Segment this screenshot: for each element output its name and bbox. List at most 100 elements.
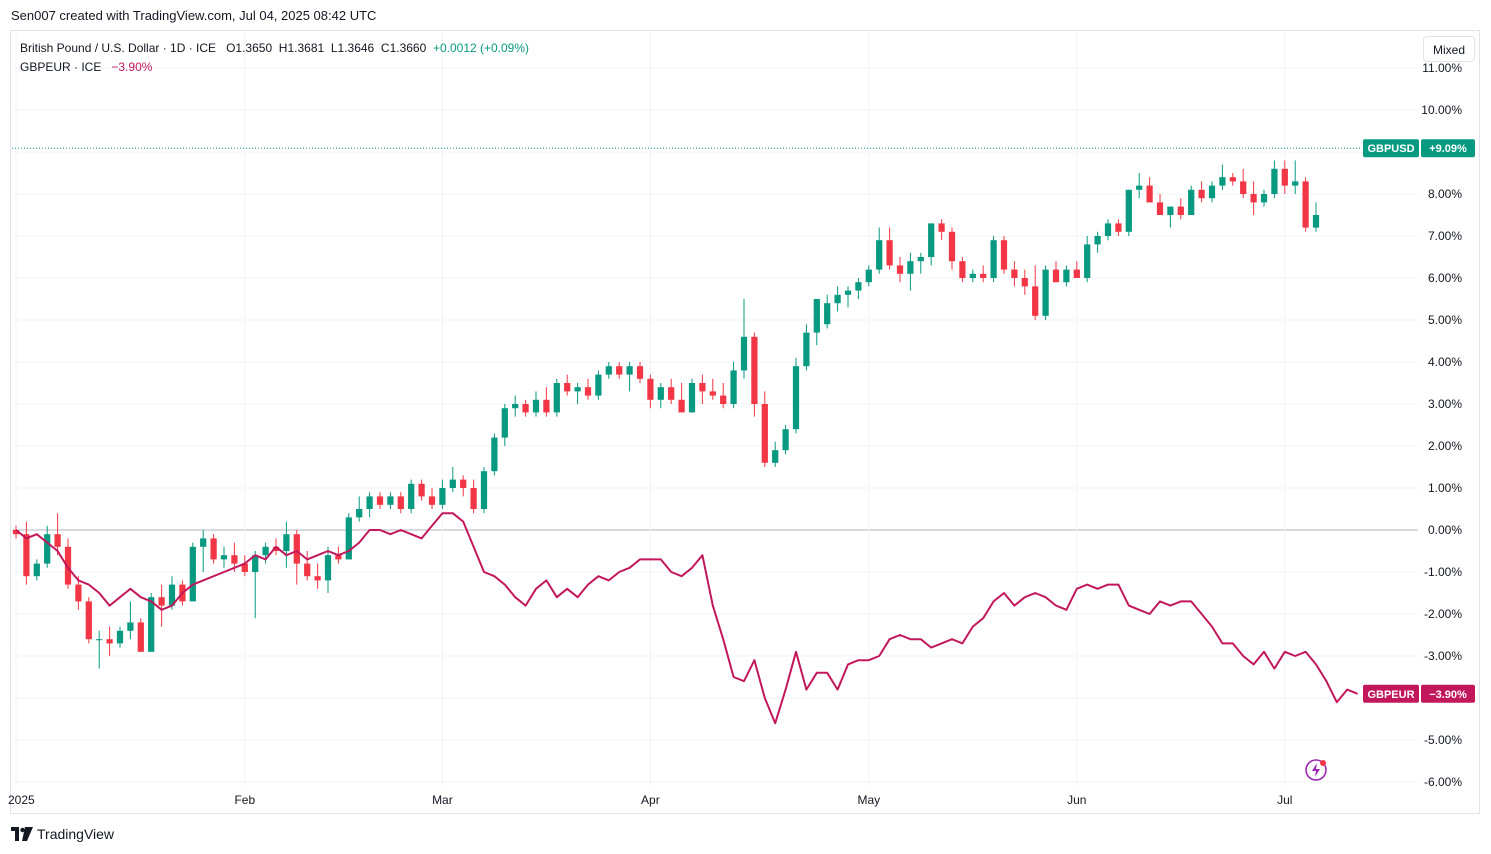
candle-body (948, 231, 956, 262)
candle-body (782, 429, 789, 451)
candle-body (252, 555, 259, 572)
candle-body (293, 534, 300, 564)
candle-body (772, 450, 779, 463)
x-tick-label: 2025 (8, 793, 35, 807)
y-tick-label: 4.00% (1428, 355, 1462, 369)
candle-body (283, 534, 290, 551)
y-tick-label: -6.00% (1424, 775, 1462, 789)
candle-body (1271, 168, 1278, 194)
candle-body (740, 336, 748, 371)
candle-body (647, 378, 654, 400)
candle-body (730, 370, 737, 404)
candle-body (896, 265, 904, 274)
candle-body (959, 261, 966, 278)
candle-body (54, 534, 61, 547)
candle-body (886, 240, 893, 266)
candle-body (917, 257, 924, 262)
candle-body (1000, 240, 1008, 270)
y-tick-label: 5.00% (1428, 313, 1462, 327)
candle-body (657, 387, 664, 400)
candle-body (1094, 236, 1101, 245)
candle-body (668, 387, 675, 400)
candle-body (876, 240, 883, 270)
candle-body (345, 517, 352, 560)
candle-body (688, 383, 696, 413)
candle-body (969, 273, 976, 278)
candle-body (699, 383, 706, 392)
candle-body (408, 483, 415, 509)
candle-body (1167, 206, 1174, 215)
y-tick-label: 1.00% (1428, 481, 1462, 495)
candle-body (439, 488, 446, 505)
candle-body (356, 509, 363, 518)
candle-body (200, 538, 207, 547)
candle-body (189, 546, 196, 602)
candle-body (605, 366, 612, 375)
compare-symbol-title[interactable]: GBPEUR · ICE (20, 60, 102, 74)
candle-body (1208, 185, 1216, 199)
change-value: +0.0012 (+0.09%) (432, 41, 530, 55)
candle-body (709, 391, 716, 396)
y-tick-label: -3.00% (1424, 649, 1462, 663)
candle-body (761, 404, 768, 463)
footer-brand: TradingView (11, 826, 114, 842)
candle-body (803, 332, 810, 367)
candle-body (543, 399, 550, 413)
candle-body (44, 534, 51, 564)
candle-body (532, 399, 540, 413)
candle-body (574, 387, 581, 392)
candle-body (938, 223, 945, 232)
gbpeur-price-tag-value: −3.90% (1429, 689, 1467, 701)
gbpeur-price-tag[interactable]: GBPEUR −3.90% (1363, 684, 1475, 703)
candle-body (1250, 194, 1257, 203)
candle-body (616, 366, 623, 375)
candle-body (304, 563, 311, 577)
candle-body (512, 404, 519, 409)
candle-body (1156, 202, 1164, 215)
gbpusd-price-tag-value: +9.09% (1429, 143, 1467, 155)
candle-body (1229, 177, 1236, 182)
x-tick-label: Mar (432, 793, 453, 807)
candle-body (1177, 206, 1184, 215)
gbpusd-price-tag[interactable]: GBPUSD +9.09% (1363, 139, 1475, 158)
candle-body (834, 294, 841, 304)
main-symbol-title[interactable]: British Pound / U.S. Dollar · 1D · ICE (20, 41, 217, 55)
scale-mode-button[interactable]: Mixed (1423, 36, 1475, 62)
candle-body (1104, 223, 1112, 236)
candle-body (522, 404, 529, 413)
candle-body (1240, 181, 1247, 194)
y-tick-label: 3.00% (1428, 397, 1462, 411)
candle-body (168, 584, 176, 606)
candle-body (1136, 185, 1143, 190)
x-tick-label: Feb (234, 793, 255, 807)
candle-body (33, 563, 40, 577)
gbpeur-price-tag-value-box (1421, 684, 1475, 703)
candle-body (75, 584, 82, 602)
candle-body (1146, 185, 1153, 203)
candle-body (241, 563, 248, 572)
candle-body (127, 622, 134, 631)
gbpeur-line (15, 512, 1358, 725)
open-value: O1.3650 (226, 41, 273, 55)
lightning-icon[interactable] (1304, 758, 1328, 782)
x-tick-label: Apr (641, 793, 660, 807)
candle-body (501, 408, 508, 438)
candle-body (813, 299, 820, 333)
candle-body (990, 240, 997, 278)
candle-body (1198, 189, 1205, 199)
x-tick-label: Jul (1277, 793, 1292, 807)
candle-body (137, 622, 144, 652)
y-tick-label: 6.00% (1428, 271, 1462, 285)
candle-body (1115, 223, 1122, 232)
chart-frame (10, 30, 1480, 814)
candle-body (1302, 181, 1309, 228)
y-tick-label: 11.00% (1422, 61, 1462, 75)
y-tick-label: 7.00% (1428, 229, 1462, 243)
candle-body (366, 496, 373, 509)
candle-body (1052, 269, 1060, 283)
candle-body (148, 597, 155, 652)
candle-body (449, 479, 456, 488)
candle-body (397, 496, 404, 509)
candle-body (1260, 194, 1268, 203)
